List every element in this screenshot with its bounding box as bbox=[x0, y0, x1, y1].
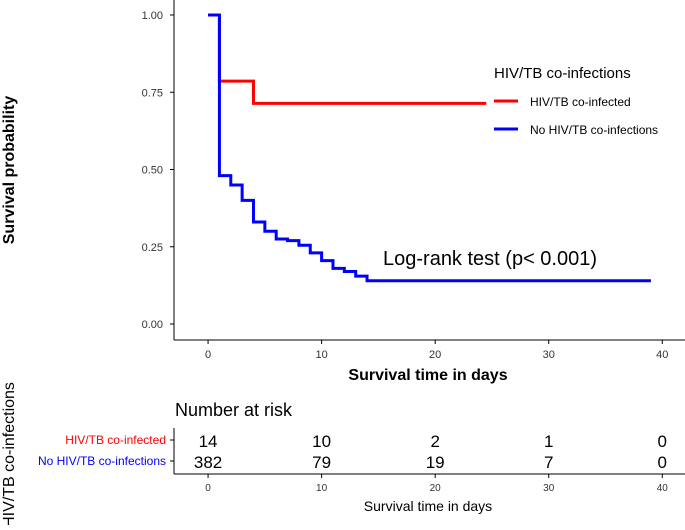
y-tick-label: 0.75 bbox=[142, 87, 163, 99]
legend-label-hiv-tb-co-infected: HIV/TB co-infected bbox=[530, 95, 631, 109]
risk-count: 0 bbox=[658, 453, 667, 472]
x-tick-label: 20 bbox=[429, 349, 441, 361]
risk-count: 1 bbox=[544, 432, 553, 451]
risk-count: 79 bbox=[312, 453, 331, 472]
x-tick-label: 40 bbox=[656, 349, 668, 361]
risk-x-tick-label: 30 bbox=[543, 483, 555, 494]
y-tick-label: 0.25 bbox=[142, 242, 163, 254]
risk-count: 0 bbox=[658, 432, 667, 451]
risk-x-tick-label: 0 bbox=[205, 483, 211, 494]
risk-table-y-title: HIV/TB co-infections bbox=[1, 382, 18, 525]
risk-x-axis-title: Survival time in days bbox=[364, 498, 492, 514]
risk-row-label: HIV/TB co-infected bbox=[65, 433, 166, 447]
legend: HIV/TB co-infections HIV/TB co-infected … bbox=[494, 65, 658, 137]
risk-table-title: Number at risk bbox=[175, 400, 293, 420]
curve-no-hiv-tb-co-infections bbox=[208, 13, 651, 283]
y-tick-label: 1.00 bbox=[142, 10, 163, 22]
risk-x-tick-label: 20 bbox=[430, 483, 442, 494]
risk-row-label: No HIV/TB co-infections bbox=[38, 454, 166, 468]
risk-x-tick-label: 10 bbox=[316, 483, 328, 494]
risk-count: 382 bbox=[194, 453, 222, 472]
x-tick-label: 10 bbox=[315, 349, 327, 361]
risk-count: 14 bbox=[199, 432, 218, 451]
x-tick-label: 0 bbox=[205, 349, 211, 361]
risk-count: 19 bbox=[426, 453, 445, 472]
y-tick-label: 0.00 bbox=[142, 319, 163, 331]
risk-x-tick-label: 40 bbox=[657, 483, 669, 494]
y-axis-title: Survival probability bbox=[1, 96, 18, 245]
y-tick-label: 0.50 bbox=[142, 165, 163, 177]
log-rank-annotation: Log-rank test (p< 0.001) bbox=[383, 248, 597, 270]
risk-count: 7 bbox=[544, 453, 553, 472]
legend-title: HIV/TB co-infections bbox=[494, 65, 631, 82]
curve-hiv-tb-co-infected bbox=[208, 13, 487, 105]
x-axis-title: Survival time in days bbox=[348, 367, 507, 384]
risk-count: 2 bbox=[430, 432, 439, 451]
x-tick-label: 30 bbox=[543, 349, 555, 361]
legend-label-no-hiv-tb: No HIV/TB co-infections bbox=[530, 123, 658, 137]
risk-count: 10 bbox=[312, 432, 331, 451]
